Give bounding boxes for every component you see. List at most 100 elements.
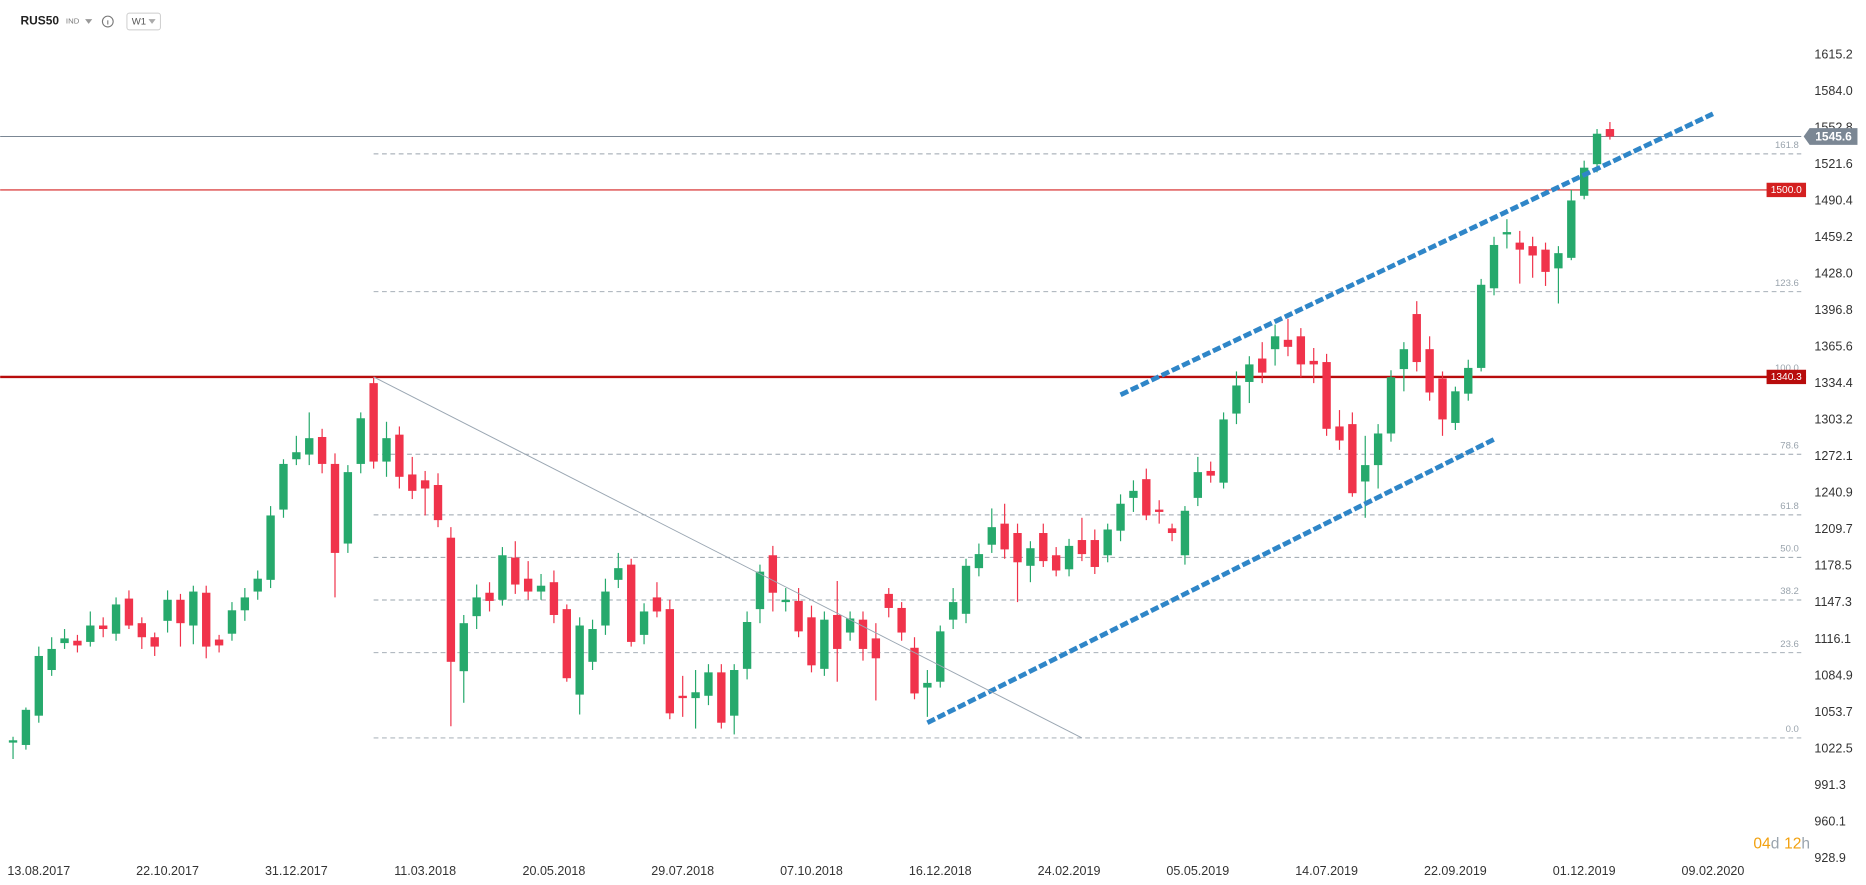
y-tick-label: 1053.7 [1814, 705, 1852, 719]
candle-body [266, 515, 275, 580]
candle-body [1451, 391, 1460, 423]
current-price-label: 1545.6 [1815, 129, 1852, 143]
candle-body [1464, 367, 1473, 394]
candle-body [652, 597, 662, 612]
candle-body [1142, 479, 1151, 516]
x-tick-label: 14.07.2019 [1295, 864, 1358, 878]
toolbar: RUS50 IND W1 [20, 12, 161, 31]
y-tick-label: 1147.3 [1814, 595, 1851, 609]
y-tick-label: 1521.6 [1814, 157, 1852, 171]
candle-body [1245, 364, 1254, 382]
trendline [373, 376, 1083, 739]
symbol[interactable]: RUS50 [20, 14, 59, 28]
candle-body [948, 602, 958, 620]
y-tick-label: 928.9 [1814, 851, 1845, 865]
candle-body [1155, 509, 1164, 512]
candle-body [1502, 232, 1512, 235]
x-tick-label: 29.07.2018 [651, 864, 714, 878]
candle-body [1270, 336, 1280, 350]
candle-body [1335, 426, 1344, 441]
candle-body [858, 619, 868, 649]
y-tick-label: 1396.8 [1814, 303, 1852, 317]
candle-body [781, 599, 790, 603]
candle-body [987, 527, 996, 545]
info-icon[interactable] [101, 15, 114, 28]
candle-body [588, 629, 597, 662]
y-tick-label: 1459.2 [1814, 230, 1852, 244]
candle-body [768, 555, 778, 593]
candle-body [317, 436, 327, 464]
candle-body [1090, 540, 1099, 567]
candle-body [356, 418, 365, 464]
candle-body [936, 631, 945, 682]
y-tick-label: 1022.5 [1814, 741, 1852, 755]
candle-body [1232, 385, 1241, 414]
candle-body [1386, 377, 1396, 434]
candle-body [1412, 314, 1421, 363]
candle-body [8, 740, 18, 743]
candle-body [1579, 167, 1589, 196]
candle-body [408, 474, 417, 491]
x-tick-label: 31.12.2017 [265, 864, 328, 878]
y-tick-label: 1615.2 [1814, 47, 1852, 61]
interval-box[interactable] [126, 12, 161, 31]
market: IND [66, 17, 80, 26]
candle-body [1180, 510, 1190, 556]
y-tick-label: 1365.6 [1814, 340, 1852, 354]
candle-body [1116, 503, 1125, 531]
x-tick-label: 05.05.2019 [1166, 864, 1229, 878]
y-tick-label: 1209.7 [1814, 522, 1852, 536]
price-line-box [1766, 369, 1807, 385]
x-tick-label: 09.02.2020 [1682, 864, 1745, 878]
candle-body [1283, 339, 1293, 347]
candle-body [1026, 548, 1035, 566]
fib-label: 50.0 [1780, 544, 1799, 555]
interval-dropdown [148, 19, 156, 24]
y-tick-label: 1240.9 [1814, 486, 1852, 500]
candle-body [614, 568, 623, 580]
candle-body [897, 607, 906, 633]
candle-body [833, 614, 842, 649]
candle-body [21, 709, 31, 745]
candle-body [601, 591, 610, 626]
y-tick-label: 991.3 [1814, 778, 1845, 792]
candle-body [1219, 419, 1228, 483]
candle-body [1476, 284, 1486, 368]
candle-body [1605, 129, 1615, 137]
candle-body [227, 610, 237, 634]
price-line-label: 1500.0 [1771, 185, 1802, 196]
candle-body [382, 438, 391, 462]
candle-body [1309, 360, 1318, 365]
candle-body [961, 565, 971, 614]
candle-body [562, 609, 571, 679]
candle-body [202, 592, 211, 647]
symbol-dropdown[interactable] [85, 19, 93, 24]
countdown-part: d [1771, 835, 1780, 852]
candle-body [330, 463, 340, 553]
countdown: 04d 12h [1753, 835, 1810, 852]
x-tick-label: 22.10.2017 [136, 864, 199, 878]
candle-body [1399, 349, 1409, 370]
candle-body [511, 557, 520, 585]
y-tick-label: 1303.2 [1814, 413, 1852, 427]
candle-body [1013, 533, 1022, 563]
candle-body [137, 623, 147, 638]
candle-body [730, 670, 739, 716]
y-tick-label: 1490.4 [1814, 193, 1852, 207]
y-tick-label: 1334.4 [1814, 376, 1852, 390]
fib-label: 61.8 [1780, 501, 1799, 512]
candle-body [279, 463, 288, 510]
fib-label: 78.6 [1780, 440, 1799, 451]
candle-body [305, 438, 314, 455]
candle-body [1000, 523, 1009, 550]
candle-body [639, 611, 649, 635]
candle-body [1258, 358, 1267, 373]
candle-body [845, 618, 855, 633]
fib-label: 161.8 [1775, 140, 1799, 151]
candle-body [176, 599, 185, 624]
interval: W1 [132, 17, 146, 28]
price-line-box [1766, 182, 1807, 198]
x-tick-label: 01.12.2019 [1553, 864, 1616, 878]
y-tick-label: 960.1 [1814, 814, 1845, 828]
